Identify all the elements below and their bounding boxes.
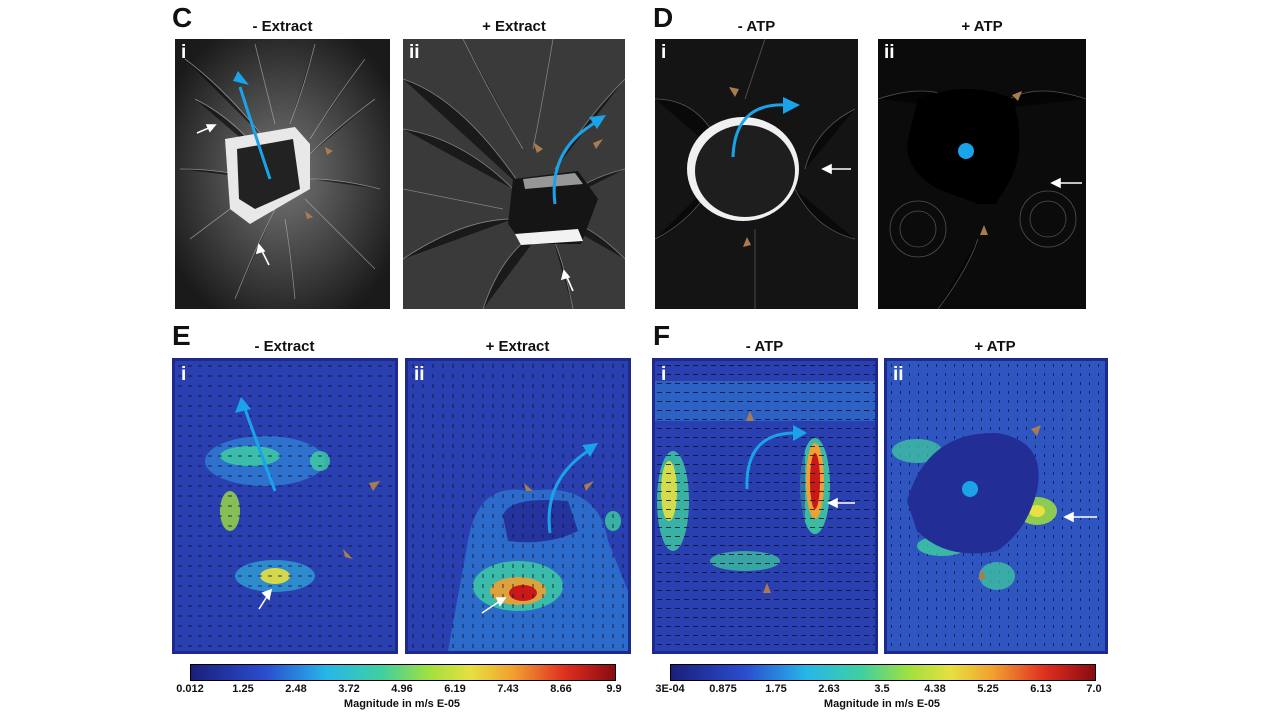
colorbar-e-tick: 4.96 <box>391 683 413 695</box>
panel-f-left-title: - ATP <box>745 338 784 355</box>
cell-marker-dot <box>958 143 974 159</box>
colorbar-e-ticks: 0.012 1.25 2.48 3.72 4.96 6.19 7.43 8.66… <box>176 683 621 697</box>
colorbar-f-tick: 4.38 <box>924 683 946 695</box>
subpanel-label-c-ii: ii <box>409 42 420 63</box>
colorbar-f-tick: 1.75 <box>765 683 787 695</box>
flow-direction-arrow-c-ii <box>552 115 606 205</box>
panel-letter-d: D <box>653 2 674 33</box>
flow-direction-arrow-c-i <box>233 71 272 180</box>
colorbar-f-tick: 3.5 <box>874 683 890 695</box>
subpanel-label-e-i: i <box>181 364 187 385</box>
colorbar-f-ticks: 3E-04 0.875 1.75 2.63 3.5 4.38 5.25 6.13… <box>655 683 1101 697</box>
subpanel-label-f-i: i <box>661 364 667 385</box>
panel-d-i-image: i <box>655 39 858 309</box>
panel-f-i-heatmap: i <box>652 358 878 654</box>
colorbar-f-tick: 6.13 <box>1030 683 1052 695</box>
colorbar-e <box>190 664 616 681</box>
subpanel-label-c-i: i <box>181 42 187 63</box>
colorbar-e-tick: 7.43 <box>497 683 519 695</box>
panel-e-left-title: - Extract <box>254 338 315 355</box>
cell-marker-dot <box>962 481 978 497</box>
colorbar-f-tick: 5.25 <box>977 683 999 695</box>
panel-e-right-title: + Extract <box>485 338 550 355</box>
colorbar-e-tick: 3.72 <box>338 683 360 695</box>
panel-d-left-title: - ATP <box>737 18 776 35</box>
colorbar-e-title: Magnitude in m/s E-05 <box>343 698 461 710</box>
colorbar-e-tick: 2.48 <box>285 683 307 695</box>
subpanel-label-f-ii: ii <box>893 364 904 385</box>
panel-d-ii-image: ii <box>878 39 1086 309</box>
panel-f-ii-heatmap: ii <box>884 358 1108 654</box>
colorbar-e-tick: 8.66 <box>550 683 572 695</box>
flow-direction-arrow-d-i <box>731 97 800 158</box>
flow-direction-arrow-f-i <box>745 425 807 490</box>
colorbar-f-tick: 7.0 <box>1086 683 1102 695</box>
flow-direction-arrow-e-ii <box>547 443 598 534</box>
subpanel-label-e-ii: ii <box>414 364 425 385</box>
colorbar-e-tick: 6.19 <box>444 683 466 695</box>
colorbar-e-tick: 1.25 <box>232 683 254 695</box>
panel-letter-c: C <box>172 2 193 33</box>
colorbar-f-tick: 3E-04 <box>655 683 685 695</box>
subpanel-label-d-i: i <box>661 42 667 63</box>
panel-c-ii-image: ii <box>403 39 625 309</box>
panel-letter-e: E <box>172 320 191 351</box>
colorbar-f <box>670 664 1096 681</box>
flow-direction-arrow-e-i <box>235 397 277 492</box>
subpanel-label-d-ii: ii <box>884 42 895 63</box>
colorbar-f-tick: 2.63 <box>818 683 840 695</box>
panel-c-right-title: + Extract <box>482 18 546 35</box>
panel-e-ii-heatmap: ii <box>405 358 631 654</box>
colorbar-f-tick: 0.875 <box>709 683 737 695</box>
colorbar-e-tick: 9.9 <box>606 683 622 695</box>
panel-f-right-title: + ATP <box>974 338 1016 355</box>
panel-letter-f: F <box>653 320 671 351</box>
panel-e-i-heatmap: i <box>172 358 398 654</box>
panel-d-right-title: + ATP <box>961 18 1003 35</box>
colorbar-f-title: Magnitude in m/s E-05 <box>823 698 941 710</box>
panel-c-i-image: i <box>175 39 390 309</box>
panel-c-left-title: - Extract <box>252 18 313 35</box>
colorbar-e-tick: 0.012 <box>176 683 204 695</box>
